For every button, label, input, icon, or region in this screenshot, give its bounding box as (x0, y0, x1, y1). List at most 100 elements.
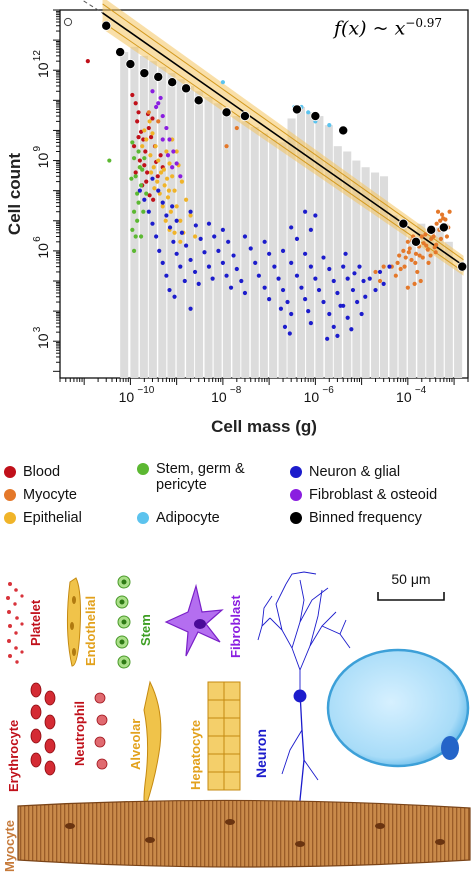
data-point (156, 188, 161, 193)
data-point (133, 234, 138, 239)
legend-dot (290, 512, 302, 524)
data-point (153, 144, 158, 149)
fit-confidence-band (102, 0, 464, 276)
data-point (167, 137, 172, 142)
data-point (419, 234, 424, 239)
data-point (327, 123, 332, 128)
label-alveolar: Alveolar (128, 719, 143, 770)
data-point (239, 111, 250, 122)
data-point (338, 303, 343, 308)
histogram-bar (167, 73, 176, 378)
label-myocyte: Myocyte (2, 820, 17, 872)
data-point (343, 251, 348, 256)
data-point (242, 290, 248, 296)
label-stem: Stem (138, 614, 153, 646)
data-point (152, 186, 157, 191)
histogram-bar (186, 85, 195, 379)
data-point (147, 119, 152, 124)
data-point (406, 250, 411, 255)
data-point (130, 92, 135, 98)
data-point (129, 176, 134, 181)
histogram-bar (213, 103, 222, 379)
data-point (133, 174, 138, 179)
data-point (167, 225, 173, 230)
data-point (276, 276, 281, 281)
legend-dot (137, 463, 149, 475)
legend-label: Neuron & glial (309, 464, 401, 480)
data-point (321, 299, 326, 305)
data-point (280, 248, 286, 253)
data-point (164, 125, 169, 131)
data-point (137, 188, 142, 193)
data-point (299, 285, 304, 290)
histogram-bar (324, 125, 333, 378)
legend-label: Myocyte (23, 487, 77, 503)
data-point (316, 287, 322, 293)
data-point (405, 239, 410, 244)
data-point (158, 95, 163, 101)
data-point (291, 104, 302, 115)
data-point (196, 281, 201, 287)
data-point (130, 140, 135, 145)
data-point (178, 239, 183, 244)
data-point (188, 213, 193, 218)
data-point (130, 227, 135, 232)
data-point (398, 218, 409, 229)
data-point (154, 234, 159, 239)
histogram-bar (444, 241, 453, 378)
cell-illustration: Platelet Endothelial Stem Fibroblast 50 … (2, 571, 471, 872)
histogram-bar (435, 227, 444, 378)
data-point (401, 248, 406, 253)
data-point (171, 239, 176, 244)
data-point (431, 234, 436, 239)
formula-exponent: −0.97 (405, 16, 443, 30)
histogram-bar (426, 232, 435, 378)
data-point (267, 297, 272, 302)
data-point (181, 83, 192, 94)
x-tick-label: 10 (304, 389, 320, 405)
data-point (361, 278, 366, 284)
data-point (262, 239, 267, 244)
y-tick-label-group: 109 (32, 146, 51, 169)
data-point (193, 95, 204, 106)
data-point (350, 287, 356, 293)
data-point (221, 107, 232, 118)
label-erythrocyte: Erythrocyte (6, 720, 21, 792)
data-point (133, 101, 138, 106)
y-tick-label: 10 (35, 62, 51, 78)
data-point (150, 116, 155, 121)
data-point (420, 255, 425, 260)
data-point (435, 209, 441, 214)
data-point (146, 125, 151, 131)
data-point (142, 128, 147, 133)
x-tick-label: 10 (396, 389, 412, 405)
data-point (198, 236, 203, 241)
legend-dot (4, 489, 16, 501)
data-point (280, 287, 286, 293)
data-point (155, 179, 160, 184)
data-point (444, 234, 450, 239)
data-point (331, 278, 336, 284)
data-point (321, 255, 326, 260)
y-tick-exponent: 3 (32, 326, 43, 332)
data-point (418, 278, 423, 284)
data-point (234, 125, 239, 131)
legend-label: Adipocyte (156, 510, 220, 526)
data-point (135, 218, 140, 223)
label-platelet: Platelet (28, 599, 43, 646)
data-point (158, 170, 164, 175)
data-point (170, 165, 175, 170)
data-point (156, 119, 161, 124)
data-point (398, 266, 403, 272)
data-point (303, 297, 308, 302)
data-point (178, 218, 183, 223)
data-point (308, 320, 313, 326)
legend-label: Epithelial (23, 510, 82, 526)
data-point (294, 273, 300, 278)
data-point (363, 294, 368, 299)
data-point (164, 149, 169, 154)
data-point (164, 213, 169, 218)
data-point (115, 47, 126, 58)
data-point (331, 324, 336, 329)
